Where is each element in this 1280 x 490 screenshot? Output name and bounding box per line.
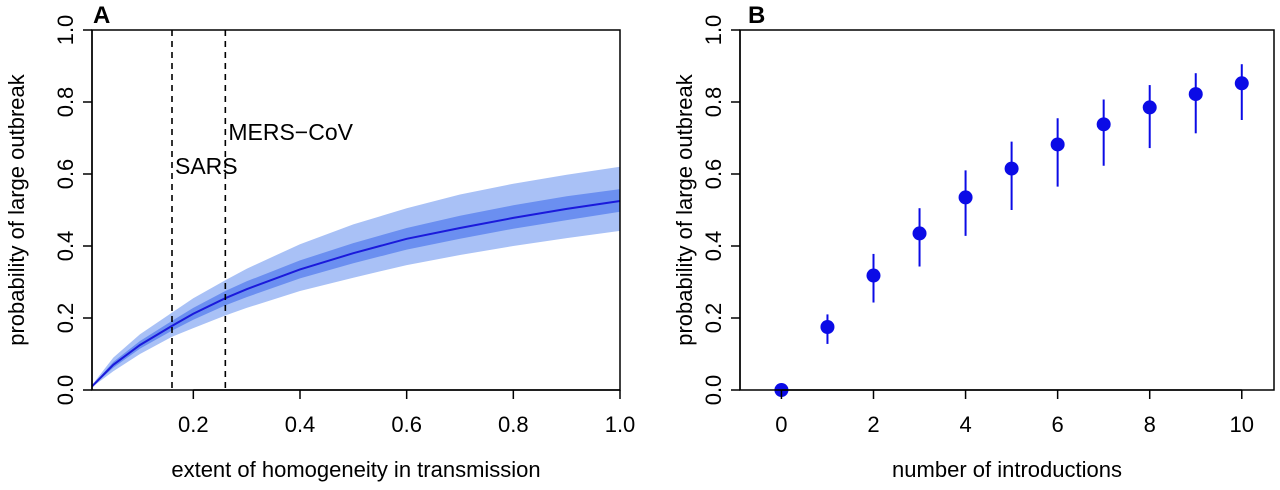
panel-b-y-tick-label: 1.0	[701, 15, 726, 46]
data-point	[958, 190, 973, 205]
panel-a-y-axis: 0.0 0.2 0.4 0.6 0.8 1.0	[53, 15, 93, 406]
panel-a-x-tick-label: 0.2	[178, 412, 209, 437]
panel-b-x-tick-label: 4	[959, 412, 971, 437]
panel-b-label: B	[748, 2, 765, 29]
panel-b-x-tick-label: 2	[867, 412, 879, 437]
data-point	[820, 320, 835, 334]
panel-b-series	[774, 64, 1249, 397]
data-point	[1142, 100, 1157, 115]
data-point	[1188, 87, 1203, 102]
panel-b-x-tick-label: 6	[1052, 412, 1064, 437]
panel-a-x-tick-label: 0.8	[498, 412, 529, 437]
panel-a-y-tick-label: 1.0	[53, 15, 78, 46]
panel-a-y-axis-title: probability of large outbreak	[4, 73, 29, 345]
panel-b-y-axis-title: probability of large outbreak	[672, 73, 697, 345]
panel-b-y-tick-label: 0.6	[701, 159, 726, 190]
panel-b-plot-frame	[739, 29, 1275, 391]
panel-a-y-tick-label: 0.6	[53, 159, 78, 190]
reference-line-label: MERS−CoV	[228, 119, 353, 145]
panel-b-x-tick-label: 8	[1144, 412, 1156, 437]
panel-a-x-axis-title: extent of homogeneity in transmission	[171, 457, 540, 482]
data-point	[1050, 137, 1065, 152]
panel-b-y-axis: 0.0 0.2 0.4 0.6 0.8 1.0	[701, 15, 741, 406]
panel-b-y-tick-label: 0.2	[701, 303, 726, 334]
panel-a-y-tick-label: 0.8	[53, 87, 78, 118]
panel-b-x-tick-label: 0	[775, 412, 787, 437]
reference-line-label: SARS	[175, 153, 238, 179]
panel-a-x-tick-label: 0.4	[285, 412, 316, 437]
data-point	[1096, 117, 1111, 132]
panel-a-y-tick-label: 0.2	[53, 303, 78, 334]
panel-a-x-tick-label: 1.0	[605, 412, 636, 437]
data-point	[1004, 161, 1019, 176]
data-point	[866, 268, 881, 283]
data-point	[1234, 76, 1249, 91]
panel-a-x-tick-label: 0.6	[391, 412, 422, 437]
panel-b-y-tick-label: 0.0	[701, 375, 726, 406]
panel-a-y-tick-label: 0.4	[53, 231, 78, 262]
panel-a-label: A	[93, 2, 110, 29]
data-point	[912, 226, 927, 241]
panel-b: 0 2 4 6 8 10 0.0 0.2 0.4 0.6 0.8 1.0 B number of i…	[672, 2, 1275, 482]
panel-b-x-axis: 0 2 4 6 8 10	[775, 389, 1254, 437]
panel-a-reference-lines: SARS MERS−CoV	[171, 30, 354, 390]
panel-b-y-tick-label: 0.4	[701, 231, 726, 262]
panel-b-x-axis-title: number of introductions	[892, 457, 1122, 482]
panel-b-y-tick-label: 0.8	[701, 87, 726, 118]
panel-a-x-axis: 0.2 0.4 0.6 0.8 1.0	[178, 389, 636, 437]
panel-a-y-tick-label: 0.0	[53, 375, 78, 406]
panel-b-x-tick-label: 10	[1230, 412, 1254, 437]
series-line	[91, 200, 621, 388]
panel-a-series	[91, 200, 621, 388]
